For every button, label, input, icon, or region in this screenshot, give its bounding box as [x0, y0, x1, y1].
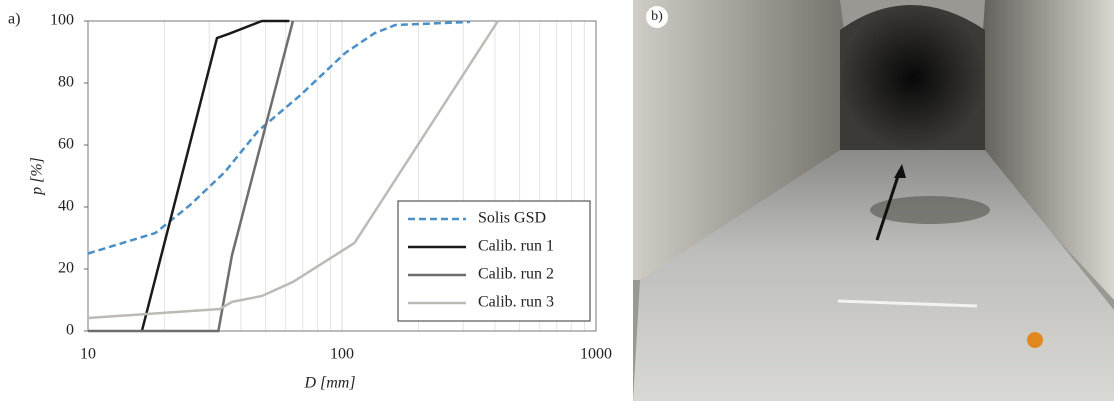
- panel-label: b): [651, 9, 663, 24]
- series-line: [88, 20, 295, 333]
- legend-label: Calib. run 3: [478, 294, 554, 311]
- series-line: [140, 19, 290, 332]
- y-tick-label: 60: [58, 136, 74, 153]
- photo: b): [633, 0, 1114, 401]
- label-circle: [646, 6, 668, 28]
- x-tick-label: 10: [80, 346, 96, 363]
- plot-frame: [87, 20, 597, 332]
- y-tick-label: 80: [58, 74, 74, 91]
- legend-label: Calib. run 2: [478, 266, 554, 283]
- legend-label: Calib. run 1: [478, 238, 554, 255]
- y-tick-label: 100: [50, 12, 74, 29]
- left-wall: [633, 0, 860, 280]
- y-tick-label: 0: [66, 322, 74, 339]
- y-axis-label: p [%]: [29, 157, 46, 196]
- marker: [1027, 332, 1043, 348]
- x-tick-label: 100: [330, 346, 354, 363]
- dark-patch: [870, 196, 990, 224]
- x-axis-label: D [mm]: [303, 375, 355, 392]
- legend-label: Solis GSD: [478, 210, 546, 227]
- right-wall: [975, 0, 1114, 300]
- gravel-floor: [633, 150, 1114, 401]
- arrow-head: [894, 164, 906, 178]
- series-line: [87, 20, 471, 255]
- x-tick-label: 1000: [580, 346, 612, 363]
- tunnel-end: [840, 5, 985, 150]
- legend-box: [397, 200, 591, 322]
- scale-bar: [837, 299, 978, 308]
- arrow: [875, 169, 902, 241]
- y-tick-label: 20: [58, 260, 74, 277]
- y-tick-label: 40: [58, 198, 74, 215]
- series-line: [87, 20, 499, 320]
- panel-label: a): [8, 11, 20, 28]
